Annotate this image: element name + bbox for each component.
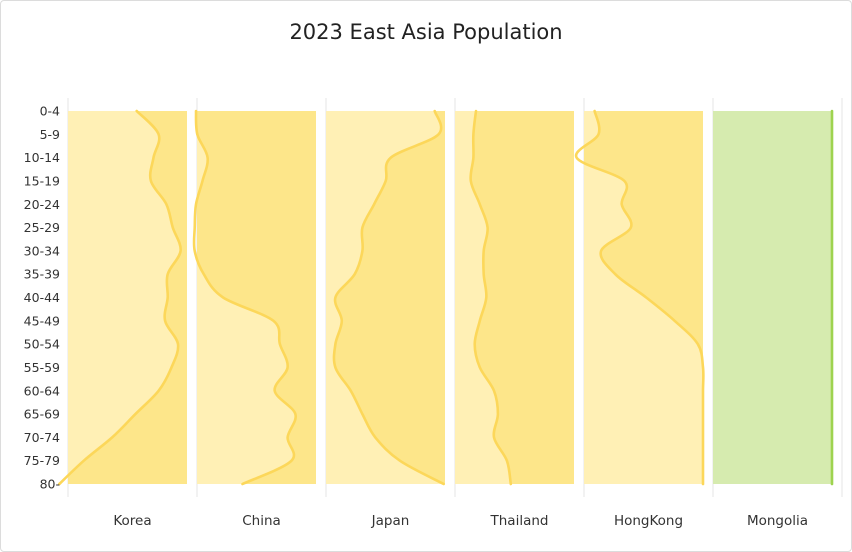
fill-japan [333,111,445,484]
fill-korea [68,111,187,484]
fill-hongkong [584,111,703,484]
age-tick-label: 20-24 [24,197,60,212]
category-label-hongkong: HongKong [614,513,683,529]
line-korea [58,109,182,486]
age-tick-label: 50-54 [24,337,60,352]
age-tick-label: 25-29 [24,220,60,235]
line-japan [332,109,445,486]
age-tick-label: 35-39 [24,267,60,282]
band-mongolia [713,111,832,484]
category-label-thailand: Thailand [490,513,549,529]
fill-china [197,111,316,484]
category-label-korea: Korea [113,513,151,529]
chart-title: 2023 East Asia Population [289,20,563,44]
age-tick-label: 60-64 [24,383,60,398]
age-tick-label: 30-34 [24,243,60,258]
age-tick-label: 80- [40,477,60,492]
category-label-japan: Japan [371,513,410,529]
category-label-mongolia: Mongolia [747,513,808,529]
age-tick-label: 0-4 [40,104,60,119]
age-tick-label: 65-69 [24,407,60,422]
age-tick-label: 70-74 [24,430,60,445]
age-tick-label: 40-44 [24,290,60,305]
age-tick-label: 10-14 [24,150,60,165]
age-tick-label: 55-59 [24,360,60,375]
age-tick-label: 15-19 [24,173,60,188]
age-tick-label: 75-79 [24,453,60,468]
category-label-china: China [242,513,281,529]
line-thailand [469,109,513,486]
age-tick-label: 45-49 [24,313,60,328]
age-tick-label: 5-9 [40,127,60,142]
line-china [192,109,297,486]
fill-thailand [470,111,574,484]
line-hongkong [574,109,705,486]
